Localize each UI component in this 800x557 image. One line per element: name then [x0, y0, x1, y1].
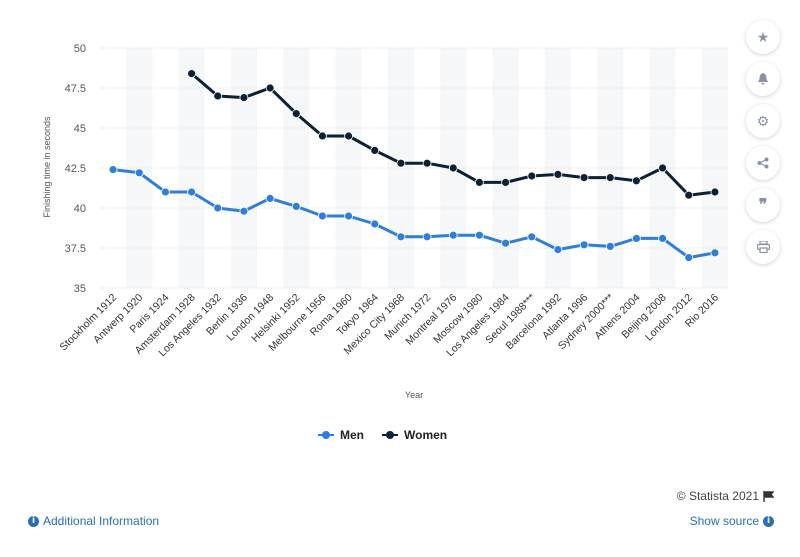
data-point-men[interactable]	[239, 206, 249, 216]
data-point-women[interactable]	[448, 163, 458, 173]
gear-icon[interactable]: ⚙	[746, 104, 780, 138]
data-point-men[interactable]	[658, 233, 667, 243]
data-point-women[interactable]	[605, 173, 615, 183]
data-point-men[interactable]	[187, 187, 196, 197]
legend-label-women: Women	[404, 428, 448, 442]
data-point-women[interactable]	[370, 145, 380, 155]
data-point-men[interactable]	[527, 232, 537, 242]
flag-icon	[763, 490, 774, 502]
data-point-women[interactable]	[501, 177, 510, 187]
show-source-link[interactable]: Show source i	[690, 514, 774, 528]
data-point-men[interactable]	[134, 168, 144, 178]
series-line-men	[112, 168, 716, 260]
y-tick-label: 35	[74, 283, 86, 295]
legend: Men Women	[318, 428, 447, 442]
share-icon[interactable]	[746, 146, 780, 180]
data-point-women[interactable]	[579, 173, 589, 183]
data-point-women[interactable]	[291, 109, 301, 118]
info-icon: i	[28, 515, 39, 527]
data-point-men[interactable]	[710, 248, 720, 258]
star-icon[interactable]: ★	[746, 20, 780, 54]
data-point-women[interactable]	[396, 158, 406, 168]
data-point-men[interactable]	[161, 187, 170, 197]
y-tick-label: 50	[74, 43, 86, 55]
data-point-women[interactable]	[710, 187, 720, 197]
grid-lines	[100, 47, 728, 289]
data-point-men[interactable]	[605, 241, 615, 251]
data-point-women[interactable]	[265, 83, 275, 93]
legend-label-men: Men	[340, 428, 364, 442]
data-point-women[interactable]	[658, 163, 667, 173]
y-axis-label: Finishing time in seconds	[42, 116, 52, 218]
data-point-women[interactable]	[422, 158, 432, 168]
data-point-women[interactable]	[527, 171, 537, 181]
y-tick-label: 37.5	[65, 243, 86, 255]
data-point-men[interactable]	[448, 230, 458, 240]
y-tick-label: 42.5	[65, 163, 86, 175]
show-source-label: Show source	[689, 514, 759, 528]
data-point-men[interactable]	[579, 240, 589, 250]
alternate-band	[335, 48, 362, 288]
bell-icon[interactable]	[746, 62, 780, 96]
data-point-men[interactable]	[684, 253, 694, 263]
legend-swatch-men	[318, 430, 334, 440]
data-point-men[interactable]	[370, 219, 380, 229]
data-point-women[interactable]	[475, 177, 484, 187]
data-point-men[interactable]	[344, 211, 353, 221]
data-point-women[interactable]	[344, 131, 353, 141]
data-point-women[interactable]	[239, 93, 249, 102]
info-icon: i	[763, 515, 774, 527]
additional-information-label: Additional Information	[43, 514, 160, 528]
additional-information-link[interactable]: i Additional Information	[28, 514, 159, 528]
y-tick-label: 45	[74, 123, 86, 135]
y-axis-ticks: 35 37.5 40 42.5 45 47.5 50	[65, 43, 86, 295]
data-point-men[interactable]	[553, 245, 563, 255]
legend-item-women[interactable]: Women	[382, 428, 447, 442]
data-point-men[interactable]	[501, 238, 510, 248]
x-axis-label: Year	[405, 390, 423, 400]
data-point-men[interactable]	[632, 233, 641, 243]
data-point-men[interactable]	[422, 232, 432, 242]
data-point-men[interactable]	[265, 193, 275, 203]
data-point-men[interactable]	[291, 201, 301, 211]
statista-credit[interactable]: © Statista 2021	[677, 489, 774, 503]
credit-text: © Statista 2021	[676, 489, 759, 503]
data-point-women[interactable]	[684, 190, 694, 200]
data-point-women[interactable]	[187, 69, 196, 78]
data-point-men[interactable]	[108, 165, 118, 175]
quote-icon[interactable]: ❞	[746, 188, 780, 222]
y-tick-label: 40	[74, 203, 86, 215]
data-point-women[interactable]	[318, 131, 327, 141]
legend-swatch-women	[382, 430, 398, 440]
legend-item-men[interactable]: Men	[318, 428, 364, 442]
print-icon[interactable]	[746, 230, 780, 264]
alternate-band	[283, 48, 310, 288]
data-point-women[interactable]	[213, 91, 223, 101]
data-point-men[interactable]	[318, 211, 327, 221]
series-lines	[108, 69, 720, 263]
alternate-band	[178, 48, 205, 288]
data-point-men[interactable]	[396, 232, 406, 242]
data-point-women[interactable]	[553, 169, 563, 179]
data-point-women[interactable]	[632, 176, 641, 186]
y-tick-label: 47.5	[65, 83, 86, 95]
data-point-men[interactable]	[213, 203, 223, 213]
data-point-men[interactable]	[475, 230, 484, 240]
